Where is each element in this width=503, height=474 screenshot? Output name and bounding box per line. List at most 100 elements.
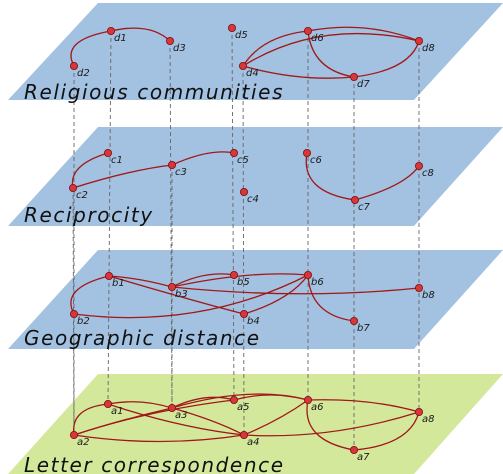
node-label-c4: c4	[247, 194, 259, 205]
node-d8	[414, 37, 423, 46]
node-d1	[107, 26, 116, 35]
node-label-b3: b3	[175, 289, 188, 300]
node-label-c8: c8	[422, 168, 434, 179]
node-a4	[239, 430, 248, 439]
layer-title-letters: Letter correspondence	[24, 453, 285, 474]
node-label-d1: d1	[114, 33, 127, 44]
edge-a6-a7	[306, 399, 355, 451]
layer-title-religious: Religious communities	[24, 80, 284, 104]
node-label-b4: b4	[247, 316, 260, 327]
edge-d4-d6	[242, 30, 309, 67]
layer-letters: a1 a2 a3 a4 a5 a6 a7 a8 Letter correspondence	[24, 393, 435, 474]
node-label-d8: d8	[422, 43, 435, 54]
node-d5	[227, 23, 236, 32]
node-label-a5: a5	[237, 402, 250, 413]
edge-b6-b7	[307, 274, 355, 322]
edge-d6-d7	[307, 30, 355, 78]
node-d3	[165, 37, 174, 46]
layer-plane-reciprocity	[8, 127, 503, 226]
node-label-a2: a2	[77, 437, 90, 448]
edge-b3-b5	[171, 273, 235, 288]
edge-b1-b2	[70, 275, 110, 315]
layer-planes	[8, 3, 503, 474]
node-a6	[303, 395, 312, 404]
edge-d6-d8	[307, 26, 420, 42]
node-label-a8: a8	[422, 414, 435, 425]
edge-d1-d3	[110, 27, 171, 42]
node-label-b1: b1	[112, 278, 125, 289]
layer-geographic: b1 b2 b3 b4 b5 b6 b7 b8 Geographic distance	[24, 270, 435, 350]
layer-reciprocity: c1 c2 c3 c4 c5 c6 c7 c8 Reciprocity	[24, 148, 434, 227]
edge-a6-a8	[307, 399, 420, 413]
node-label-c3: c3	[175, 167, 187, 178]
node-label-d6: d6	[311, 33, 324, 44]
edge-a2-a4	[73, 434, 245, 443]
node-c1	[104, 148, 113, 157]
node-label-d3: d3	[173, 43, 186, 54]
node-a7	[349, 445, 358, 454]
node-a2	[70, 430, 79, 439]
node-label-b2: b2	[77, 316, 90, 327]
node-label-b6: b6	[311, 277, 324, 288]
node-label-c2: c2	[76, 190, 88, 201]
node-label-a3: a3	[175, 410, 188, 421]
edge-a1-a2	[73, 403, 109, 436]
inter-layer-link	[242, 65, 245, 436]
node-a5	[229, 395, 238, 404]
node-label-d4: d4	[246, 68, 259, 79]
edge-d7-d8	[353, 40, 420, 78]
inter-layer-link	[231, 27, 235, 401]
edge-d4-d7	[242, 65, 355, 79]
node-label-c1: c1	[111, 155, 123, 166]
node-label-a6: a6	[311, 402, 324, 413]
node-d6	[303, 26, 312, 35]
edge-b1-b4	[108, 275, 245, 315]
edge-b1-b3	[108, 275, 173, 288]
inter-layer-link	[72, 187, 75, 436]
edge-b3-b8	[171, 286, 420, 295]
edge-a8-a4	[243, 411, 420, 437]
edge-a5-a6	[233, 394, 309, 401]
node-label-d5: d5	[235, 30, 248, 41]
node-c6	[302, 148, 311, 157]
edge-c6-c7	[305, 152, 356, 201]
layer-plane-letters	[8, 374, 503, 474]
layer-title-reciprocity: Reciprocity	[24, 203, 154, 227]
edge-c2-c3	[72, 164, 173, 189]
edge-a4-a6	[243, 399, 309, 436]
node-label-c7: c7	[358, 202, 370, 213]
node-c7	[350, 195, 359, 204]
edge-d1-d2	[70, 30, 112, 67]
node-label-b7: b7	[357, 323, 370, 334]
layer-plane-geographic	[8, 250, 503, 349]
node-c8	[414, 161, 423, 170]
node-d4	[238, 62, 247, 71]
node-b5	[229, 270, 238, 279]
node-a8	[414, 407, 423, 416]
node-b7	[349, 316, 358, 325]
edge-b4-b6	[243, 274, 309, 315]
node-a3	[167, 403, 176, 412]
node-c3	[167, 160, 176, 169]
node-c4	[239, 187, 248, 196]
node-label-a7: a7	[357, 452, 370, 463]
edge-a2-a5	[73, 399, 235, 436]
node-b3	[167, 282, 176, 291]
edge-d4-d8	[242, 32, 420, 67]
node-b4	[239, 309, 248, 318]
edge-a7-a8	[353, 411, 420, 451]
inter-layer-link	[169, 40, 173, 409]
node-c5	[229, 148, 238, 157]
node-label-c6: c6	[310, 155, 322, 166]
node-d7	[349, 73, 358, 82]
node-label-c5: c5	[237, 155, 249, 166]
node-d2	[70, 62, 79, 71]
edge-c7-c8	[354, 165, 420, 201]
node-b2	[70, 309, 79, 318]
edge-a3-a4	[171, 407, 245, 436]
node-b1	[105, 271, 114, 280]
layer-religious: d1 d2 d3 d4 d5 d6 d7 d8 Religious communities	[24, 23, 435, 104]
node-label-b5: b5	[237, 277, 250, 288]
